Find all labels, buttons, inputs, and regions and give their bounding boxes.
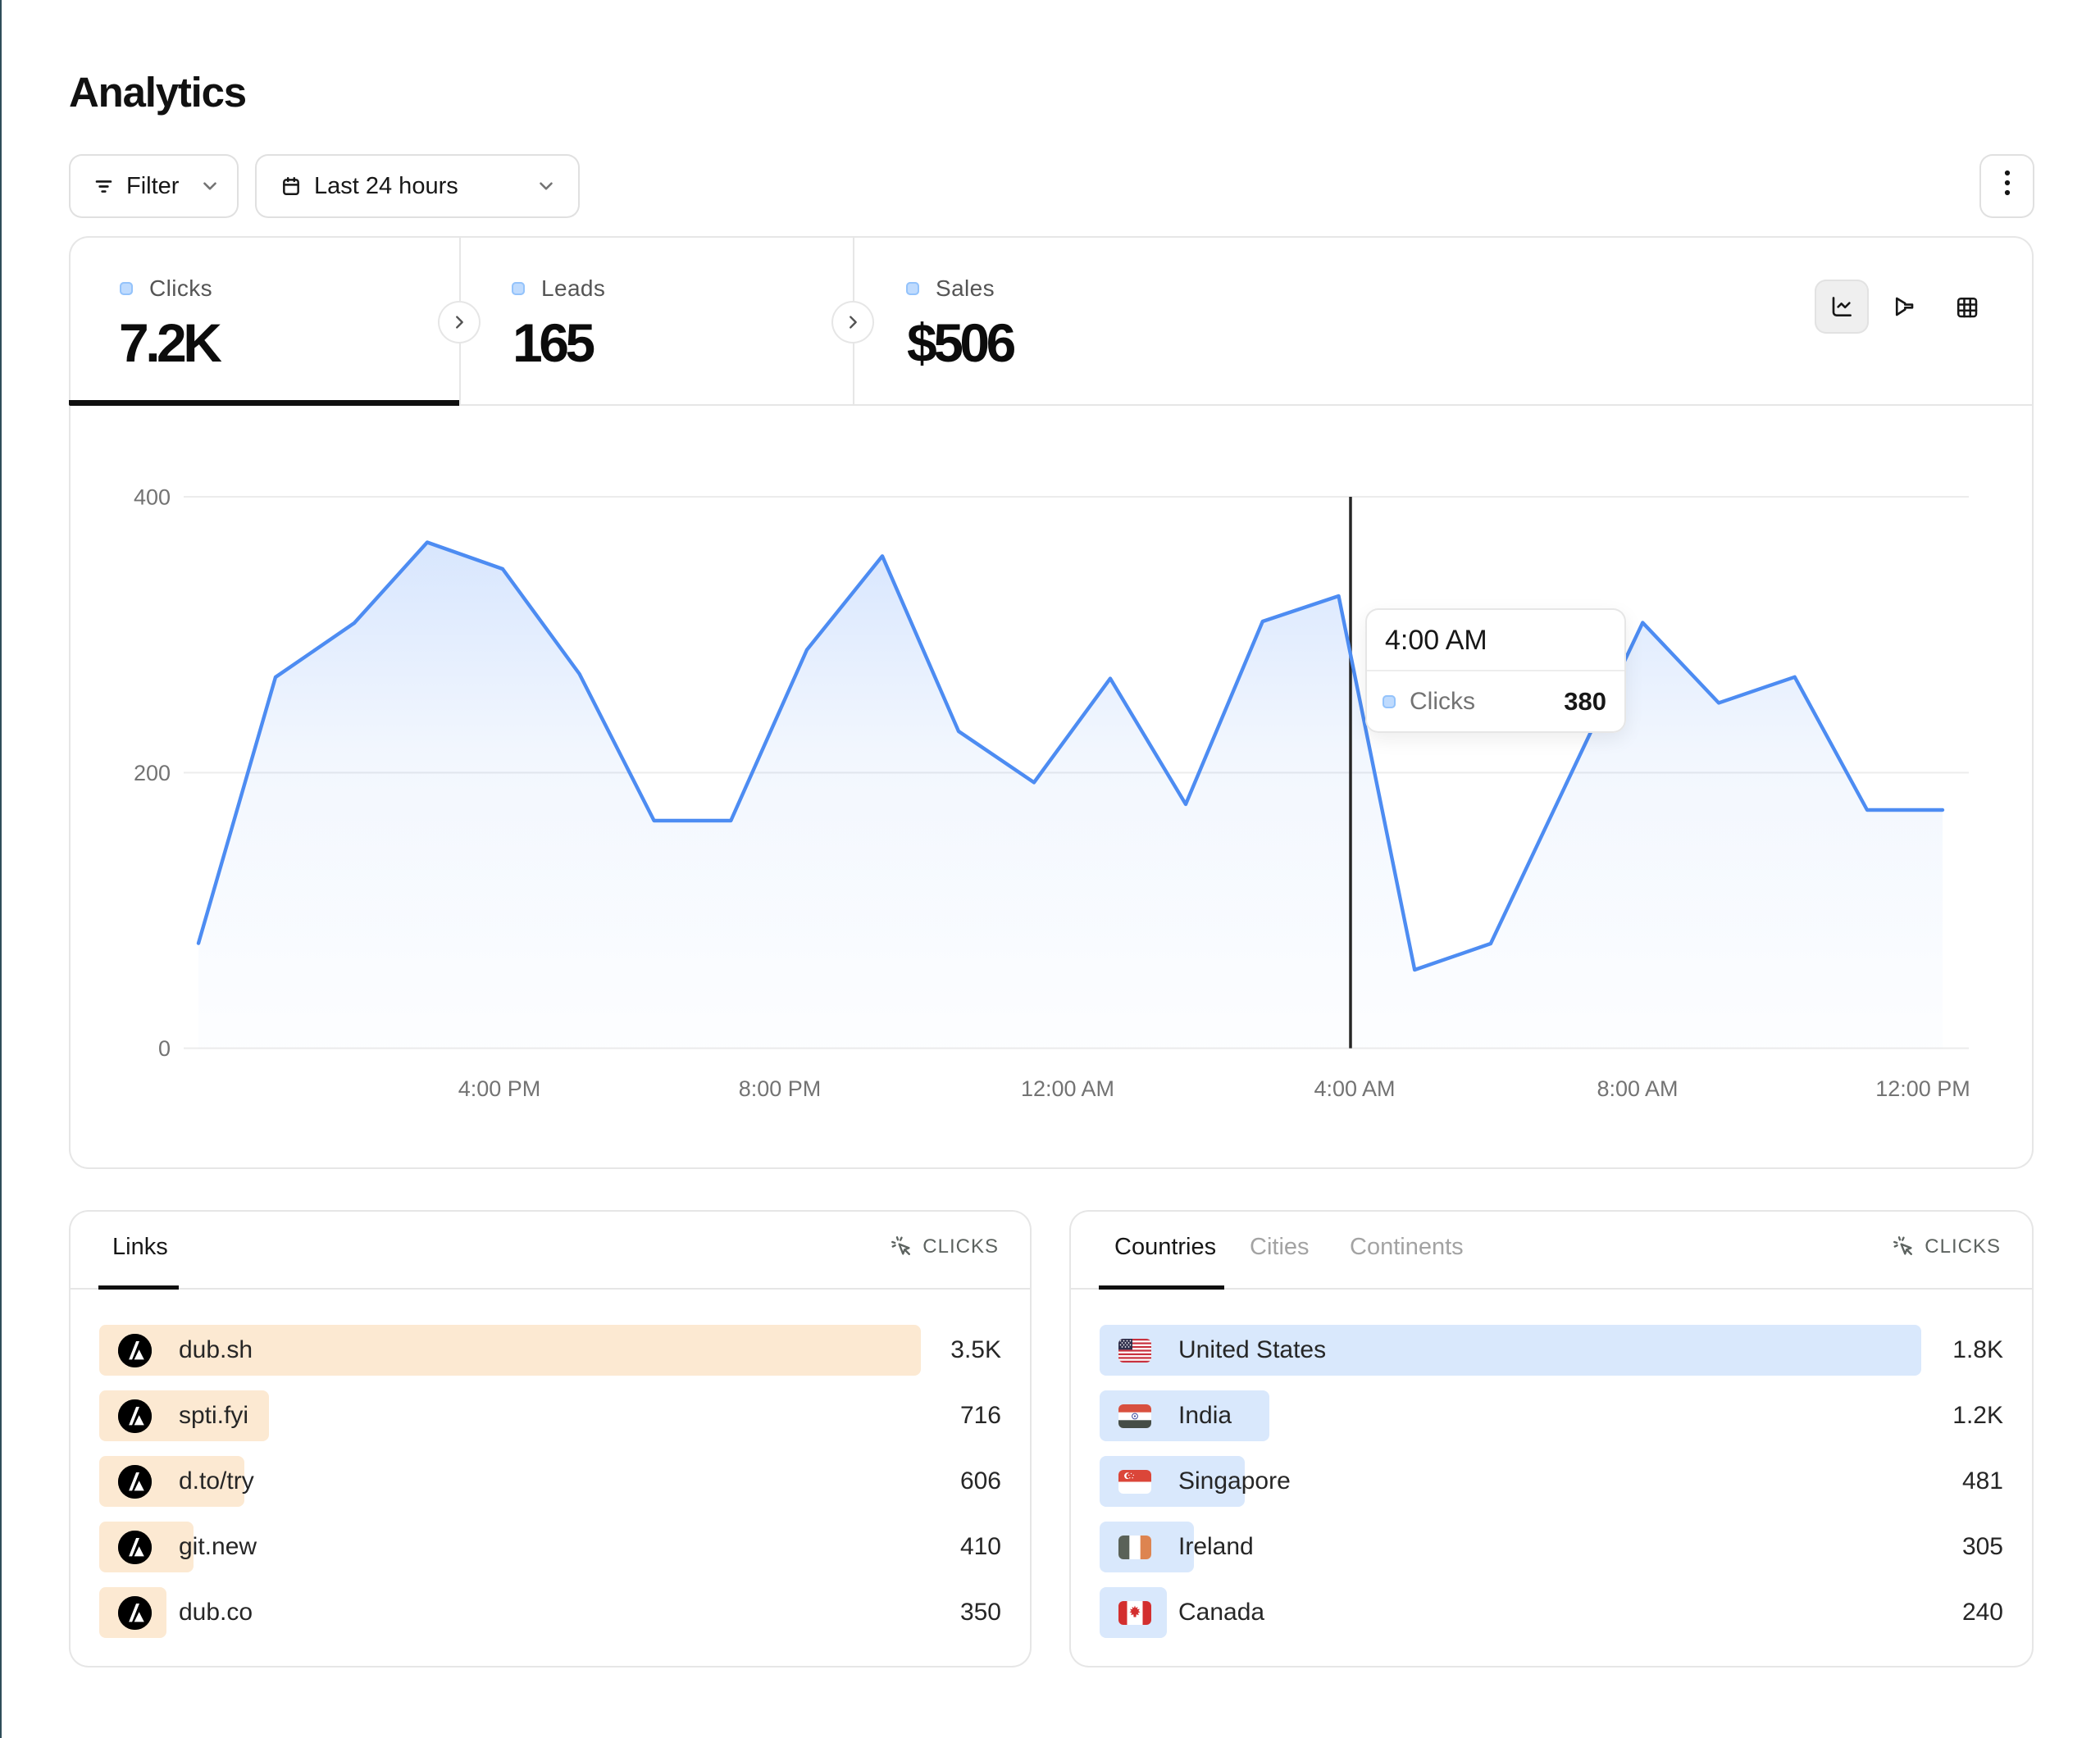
- svg-text:8:00 AM: 8:00 AM: [1597, 1076, 1678, 1101]
- svg-text:400: 400: [134, 485, 171, 510]
- svg-text:4:00 AM: 4:00 AM: [1314, 1076, 1395, 1101]
- svg-text:4:00 PM: 4:00 PM: [458, 1076, 541, 1101]
- svg-text:8:00 PM: 8:00 PM: [739, 1076, 822, 1101]
- svg-text:200: 200: [134, 761, 171, 785]
- svg-text:0: 0: [158, 1036, 171, 1061]
- svg-text:12:00 PM: 12:00 PM: [1875, 1076, 1970, 1101]
- svg-text:12:00 AM: 12:00 AM: [1021, 1076, 1114, 1101]
